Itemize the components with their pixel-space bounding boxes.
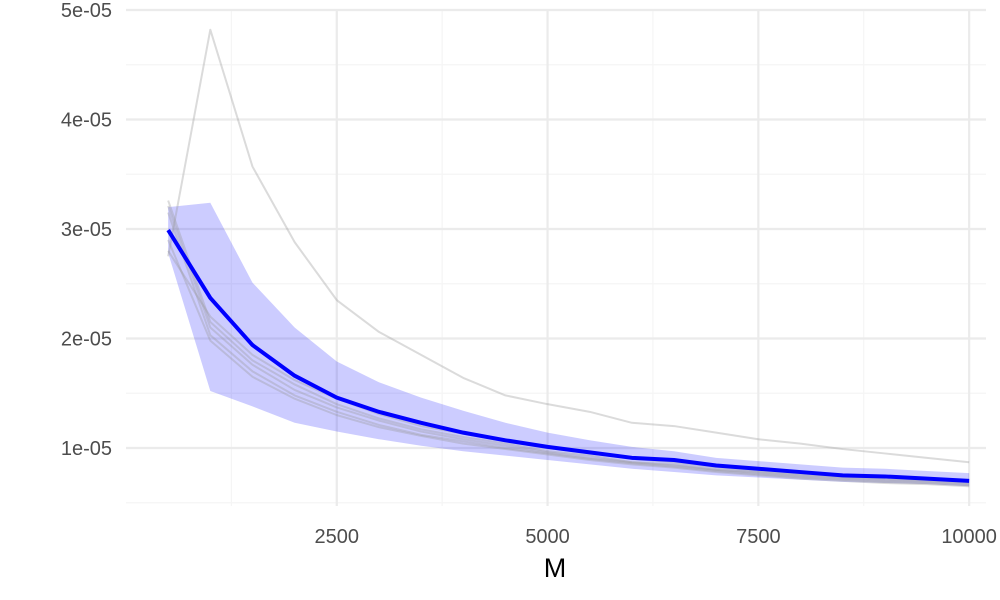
series-line-1 [167,28,970,464]
y-tick-label: 1e-05 [61,438,112,460]
x-tick-labels: 2500 5000 7500 10000 [315,526,997,548]
y-tick-label: 3e-05 [61,219,112,241]
x-tick-label: 5000 [525,526,570,548]
x-tick-label: 10000 [941,526,997,548]
x-tick-label: 7500 [736,526,781,548]
series-line-5 [167,239,970,488]
confidence-ribbon [168,202,970,487]
y-tick-label: 4e-05 [61,109,112,131]
confidence-ribbon-layer [168,202,970,487]
series-line-3 [167,205,970,486]
x-tick-label: 2500 [315,526,360,548]
y-tick-labels: 1e-05 2e-05 3e-05 4e-05 5e-05 [61,0,112,460]
series-line-4 [167,212,970,487]
major-gridlines [126,8,986,506]
y-tick-label: 5e-05 [61,0,112,22]
mean-line [166,229,970,483]
minor-gridlines [126,10,986,506]
y-tick-label: 2e-05 [61,328,112,350]
series-line-2 [167,200,970,485]
mean-line-layer [166,229,970,483]
x-axis-title: M [544,553,567,583]
